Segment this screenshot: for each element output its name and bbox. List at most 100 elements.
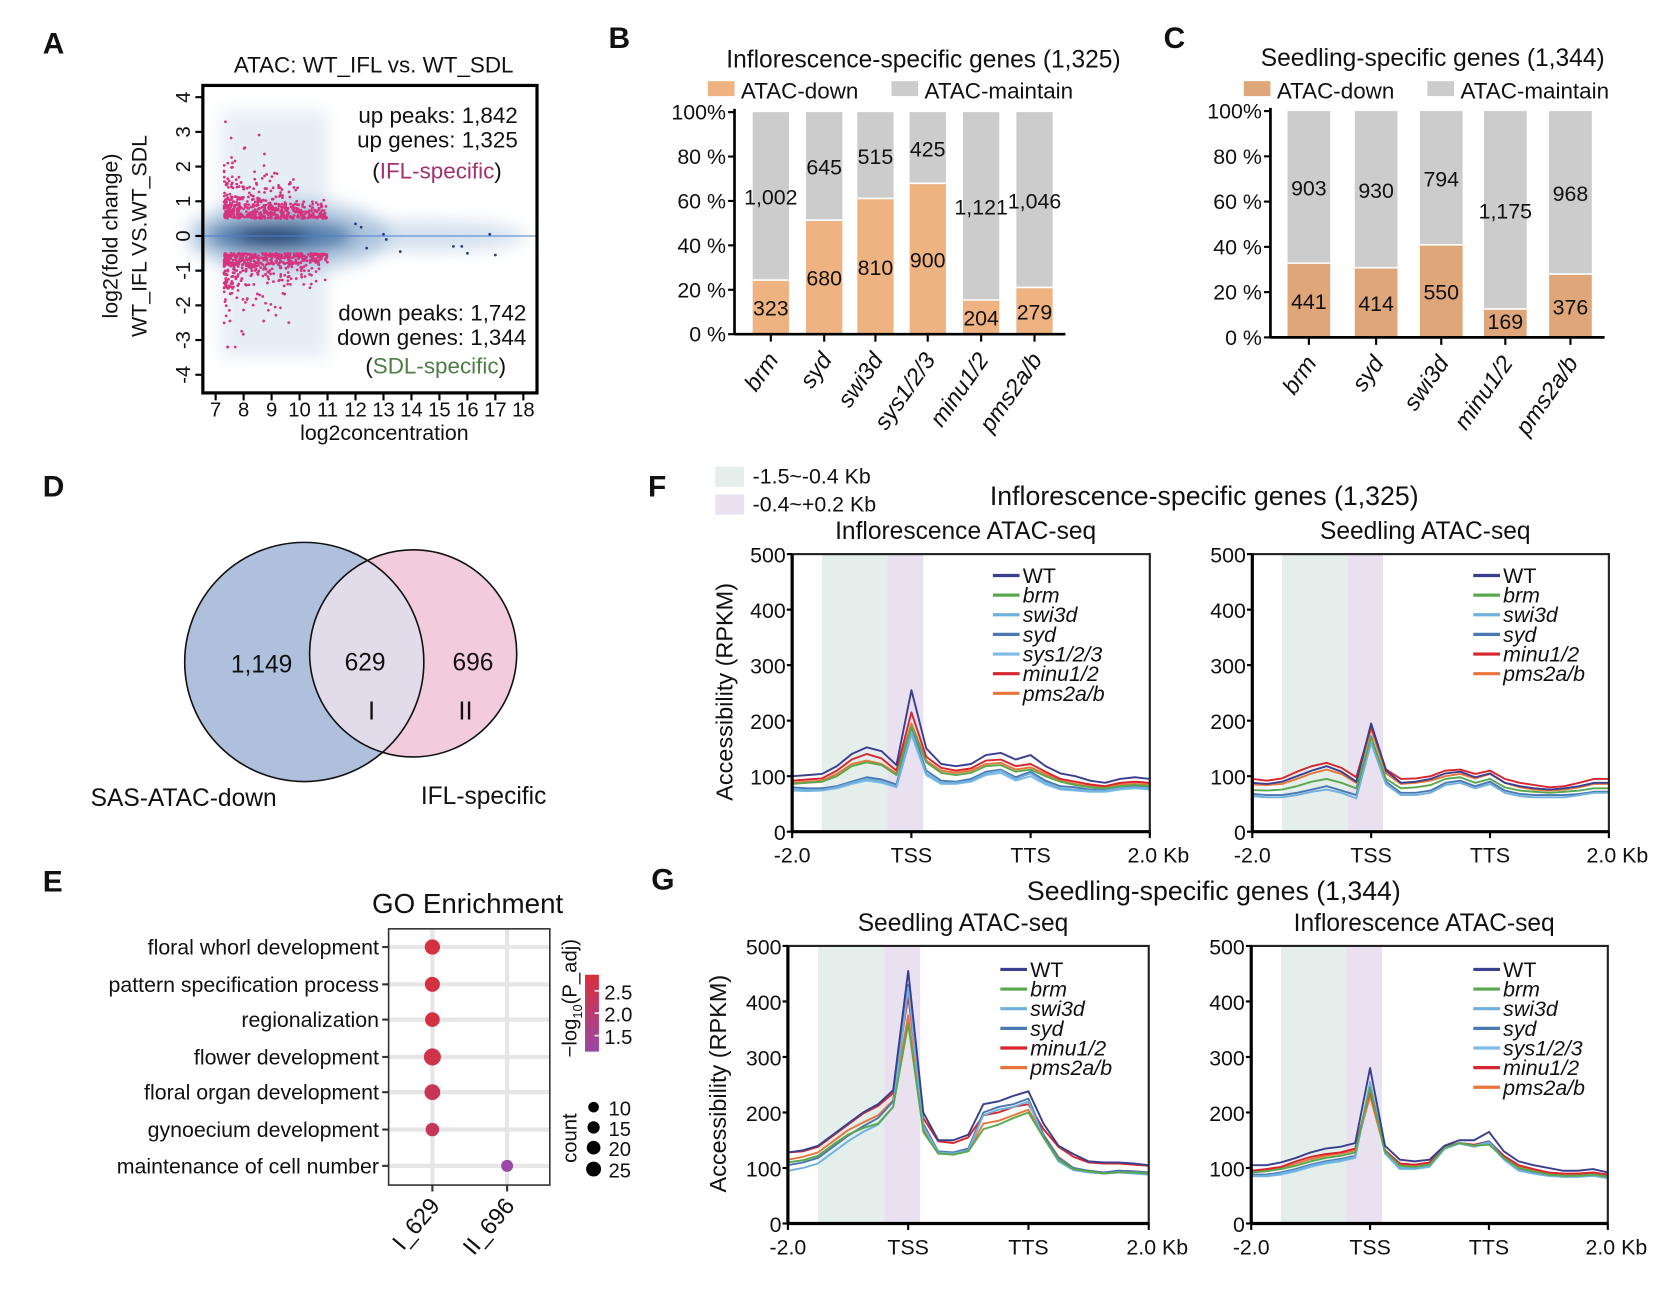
up-peaks-annotation: up peaks: 1,842: [358, 103, 517, 128]
peak-point: [246, 252, 250, 256]
peak-point: [279, 217, 283, 220]
peak-point: [244, 268, 248, 272]
y-axis-label: log2(fold change): [98, 154, 122, 319]
peak-point: [384, 238, 388, 241]
chart-title: Inflorescence-specific genes (1,325): [726, 46, 1120, 73]
panel-label: E: [43, 865, 63, 898]
peak-point: [238, 212, 242, 216]
legend-label: brm: [1503, 978, 1540, 1002]
bar-segment-down: [1483, 308, 1527, 338]
peak-point: [253, 200, 257, 204]
venn-count-left: 1,149: [231, 652, 292, 679]
peak-point: [282, 210, 285, 214]
shaded-region: [1347, 554, 1384, 832]
peak-point: [226, 287, 230, 290]
peak-point: [246, 195, 250, 199]
peak-point: [245, 200, 249, 203]
peak-point: [267, 207, 271, 211]
profile-line: [792, 726, 1150, 791]
bar-value-down: 810: [858, 256, 894, 280]
peak-point: [228, 192, 232, 196]
peak-point: [224, 278, 228, 282]
peak-point: [235, 195, 238, 199]
x-tick-label: -2.0: [1233, 1235, 1270, 1259]
peak-point: [281, 194, 284, 198]
y-tick-label: -4: [173, 366, 195, 384]
peak-point: [286, 279, 290, 283]
peak-point: [226, 181, 229, 185]
peak-point: [310, 200, 314, 204]
profile-line: [1252, 722, 1609, 791]
y-tick-label: 80 %: [677, 145, 726, 169]
peak-point: [301, 205, 304, 208]
bar-value-maintain: 1,121: [954, 196, 1007, 220]
peak-point: [262, 319, 266, 323]
venn-outline: [183, 541, 425, 783]
peak-point: [242, 308, 245, 312]
y-tick-label: 500: [746, 935, 782, 959]
category-label: II_696: [458, 1193, 520, 1260]
peak-point: [236, 265, 240, 268]
go-term-label: floral whorl development: [148, 935, 379, 959]
peak-point: [277, 253, 281, 257]
category-label: syd: [1347, 350, 1390, 396]
bar-segment-maintain: [1354, 111, 1398, 268]
peak-point: [222, 194, 226, 198]
peak-point: [315, 209, 319, 213]
shaded-region: [887, 554, 924, 832]
x-tick-label: TTS: [1470, 844, 1510, 868]
peak-point: [280, 196, 284, 200]
bar-segment-down: [1549, 274, 1592, 338]
legend-label: pms2a/b: [1022, 682, 1105, 706]
x-tick-label: 9: [266, 399, 277, 421]
peak-point: [325, 216, 329, 219]
peak-point: [245, 298, 249, 301]
y-tick-label: 300: [746, 1047, 782, 1071]
bar-value-down: 323: [753, 297, 789, 321]
peak-point: [236, 289, 240, 292]
peak-point: [318, 253, 322, 256]
peak-point: [308, 286, 312, 290]
peak-point: [243, 215, 247, 219]
peak-point: [266, 308, 270, 312]
peak-point: [255, 204, 259, 207]
category-label: brm: [1277, 351, 1321, 399]
profile-line: [1252, 736, 1609, 794]
bar-value-maintain: 1,175: [1479, 200, 1532, 224]
peak-point: [282, 261, 286, 265]
peak-point: [259, 256, 263, 260]
peak-point: [277, 256, 280, 259]
peak-point: [230, 156, 233, 159]
bar-value-maintain: 903: [1291, 177, 1327, 201]
y-tick-label: 100: [746, 1158, 782, 1182]
y-tick-label: -2: [173, 296, 195, 314]
peak-point: [256, 201, 260, 204]
y-tick-label: 60 %: [677, 189, 726, 213]
peak-point: [269, 216, 273, 220]
x-tick-label: 14: [400, 399, 423, 421]
y-tick-label: 300: [1210, 655, 1246, 679]
legend-label: WT: [1023, 564, 1056, 588]
subplot-title: Seedling ATAC-seq: [1320, 518, 1531, 545]
peak-point: [265, 256, 269, 260]
peak-point: [265, 258, 268, 262]
profile-line: [1252, 741, 1609, 800]
peak-point: [224, 282, 228, 286]
legend-label: sys1/2/3: [1023, 643, 1103, 667]
peak-point: [224, 204, 228, 207]
venn-count-intersection: 629: [345, 649, 386, 676]
venn-region-label: I: [368, 698, 375, 726]
peak-point: [248, 215, 252, 218]
bar-segment-down: [857, 198, 894, 335]
profile-subplot: Inflorescence ATAC-seq 0 100 200 300 400 500 -2…: [750, 518, 1189, 867]
bar-segment-down: [1016, 287, 1053, 335]
peak-point: [263, 208, 267, 212]
y-tick-label: 500: [750, 544, 786, 568]
ifl-specific-label: (IFL-specific): [372, 158, 501, 183]
peak-point: [307, 209, 311, 212]
peak-point: [257, 254, 260, 258]
x-tick-label: 2.0 Kb: [1587, 844, 1649, 868]
peak-point: [300, 273, 303, 276]
